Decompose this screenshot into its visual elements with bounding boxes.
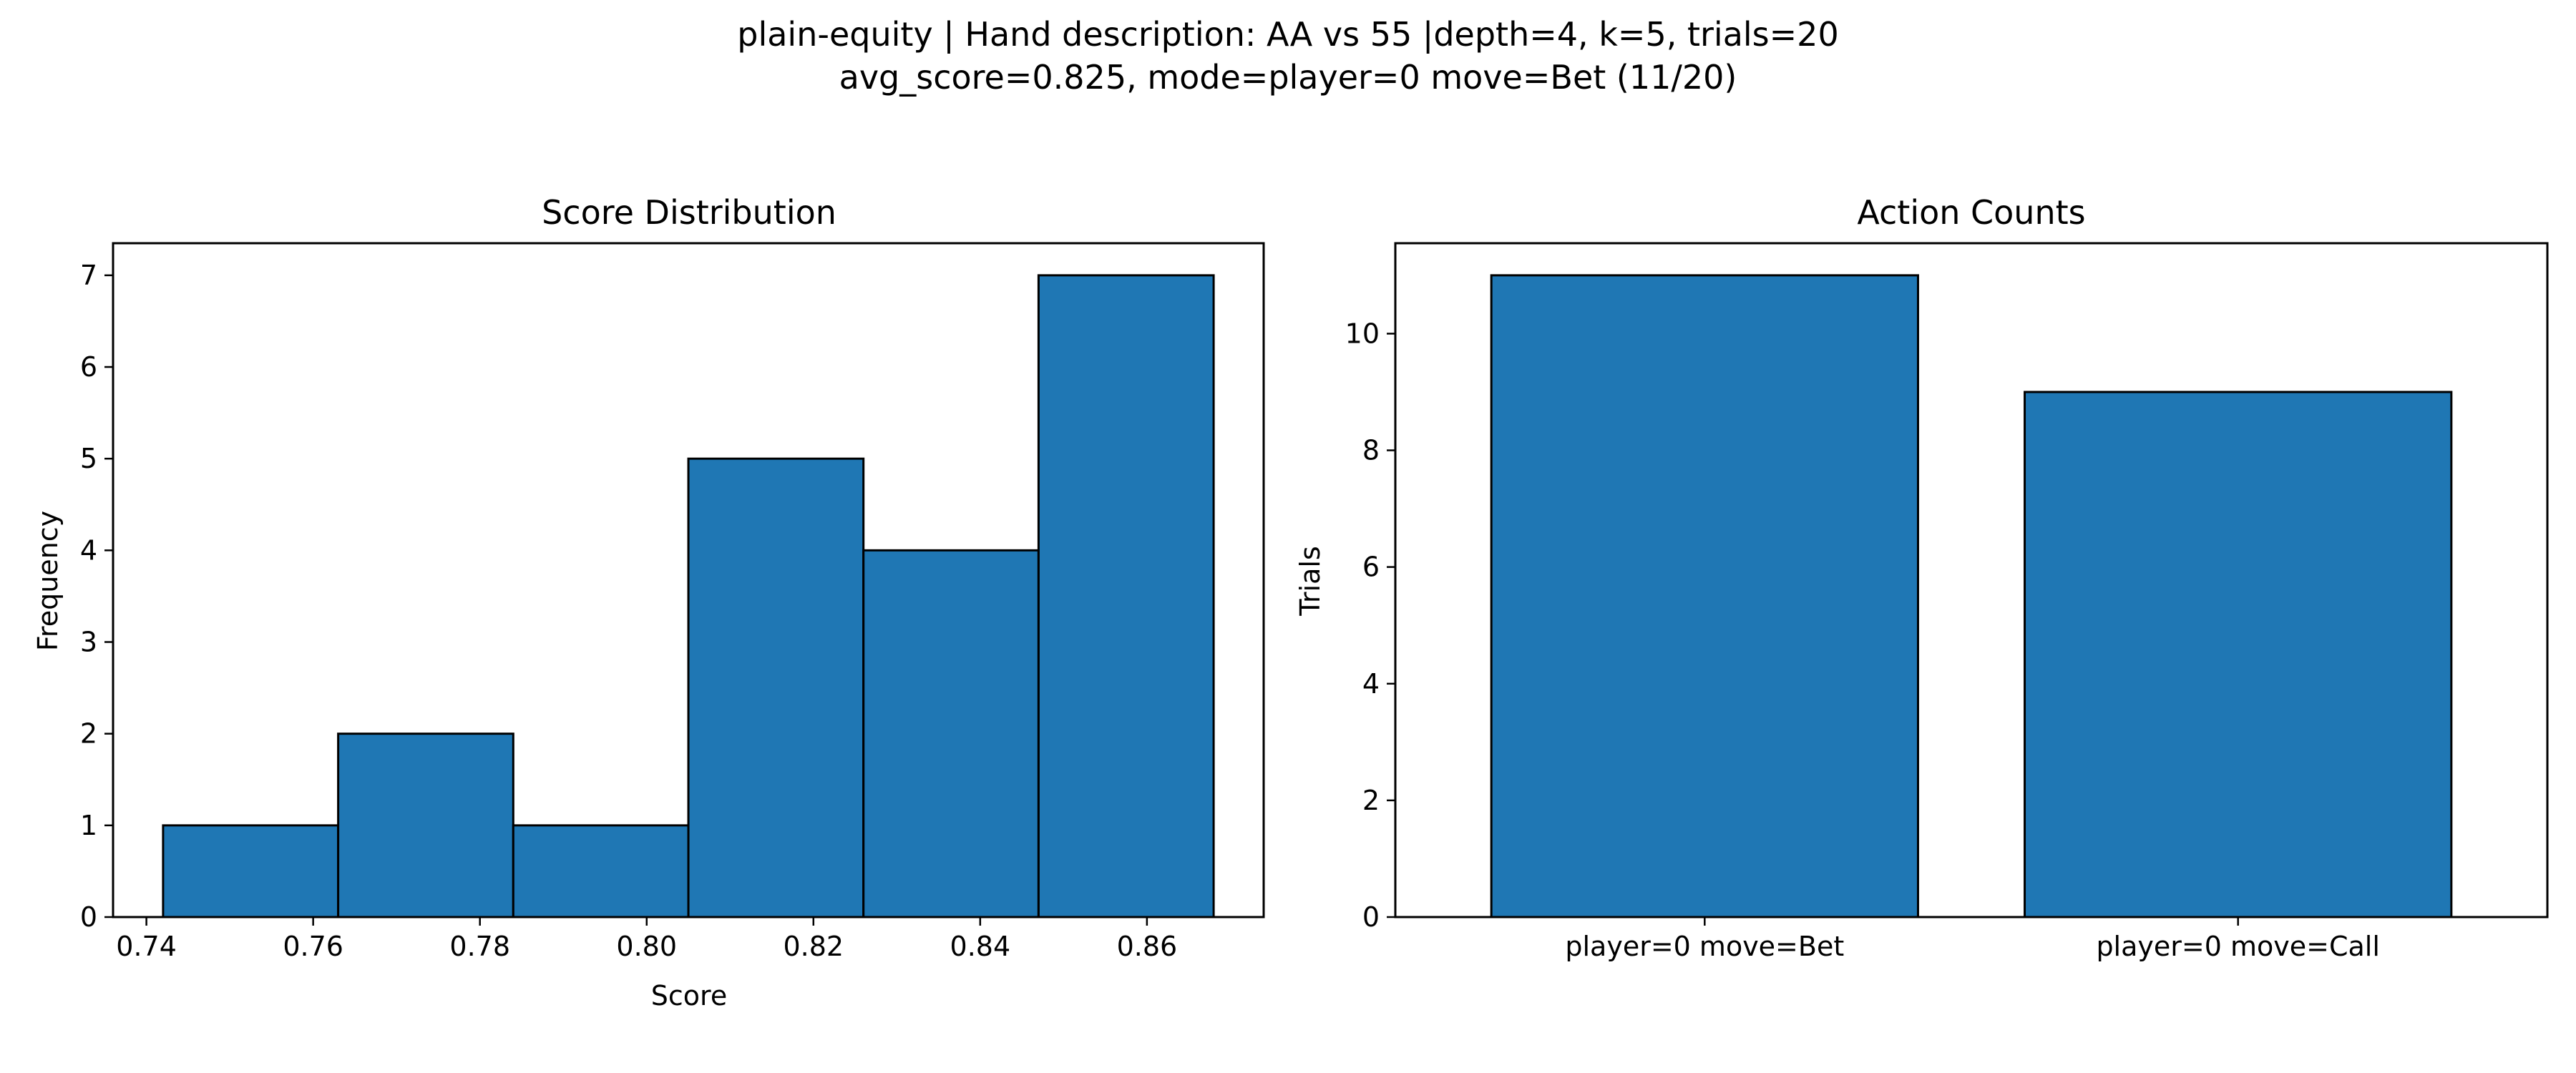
histogram-x-ticks: 0.74 0.76 0.78 0.80 0.82 0.84 0.86 bbox=[116, 917, 1177, 962]
histogram-bar bbox=[1037, 274, 1215, 918]
x-tick-label: 0.76 bbox=[283, 931, 343, 962]
action-bar bbox=[1490, 274, 1919, 918]
category-label: player=0 move=Bet bbox=[1565, 931, 1844, 962]
x-tick-label: 0.74 bbox=[116, 931, 177, 962]
histogram-y-ticks: 0 1 2 3 4 5 6 7 bbox=[80, 260, 113, 933]
y-tick-label: 2 bbox=[1362, 785, 1380, 816]
figure-title-line2: avg_score=0.825, mode=player=0 move=Bet … bbox=[839, 58, 1737, 97]
action-y-ticks: 0 2 4 6 8 10 bbox=[1345, 318, 1395, 933]
x-tick-label: 0.84 bbox=[950, 931, 1011, 962]
y-tick-label: 0 bbox=[80, 901, 97, 933]
category-label: player=0 move=Call bbox=[2096, 931, 2379, 962]
y-tick-label: 4 bbox=[1362, 668, 1380, 700]
y-tick-label: 4 bbox=[80, 534, 97, 566]
y-tick-label: 8 bbox=[1362, 435, 1380, 466]
y-tick-label: 5 bbox=[80, 443, 97, 474]
action-counts-chart: Action Counts Trials player=0 move=Bet pl… bbox=[1294, 193, 2549, 962]
y-tick-label: 3 bbox=[80, 627, 97, 658]
histogram-bar bbox=[337, 733, 514, 918]
y-tick-label: 2 bbox=[80, 718, 97, 750]
histogram-bars bbox=[162, 274, 1215, 918]
histogram-bar bbox=[162, 824, 340, 918]
y-tick-label: 6 bbox=[80, 351, 97, 383]
histogram-plot-frame bbox=[112, 242, 1265, 918]
action-plot-frame bbox=[1394, 242, 2549, 918]
score-axis-label: Score bbox=[651, 980, 727, 1011]
x-tick-label: 0.86 bbox=[1117, 931, 1178, 962]
x-tick-label: 0.80 bbox=[616, 931, 677, 962]
y-tick-label: 1 bbox=[80, 810, 97, 841]
action-bar bbox=[2024, 391, 2453, 918]
figure-title-line1: plain-equity | Hand description: AA vs 5… bbox=[737, 15, 1838, 54]
histogram-bar bbox=[512, 824, 690, 918]
score-distribution-title: Score Distribution bbox=[542, 193, 836, 232]
x-tick-label: 0.78 bbox=[449, 931, 510, 962]
y-tick-label: 6 bbox=[1362, 552, 1380, 583]
trials-axis-label: Trials bbox=[1294, 546, 1326, 616]
action-counts-title: Action Counts bbox=[1857, 193, 2085, 232]
histogram-bar bbox=[862, 549, 1040, 918]
x-tick-label: 0.82 bbox=[783, 931, 844, 962]
y-tick-label: 0 bbox=[1362, 901, 1380, 933]
y-tick-label: 7 bbox=[80, 260, 97, 291]
action-bars bbox=[1490, 274, 2453, 918]
action-x-ticks: player=0 move=Bet player=0 move=Call bbox=[1565, 917, 2380, 962]
frequency-axis-label: Frequency bbox=[32, 511, 64, 651]
score-distribution-chart: Score Distribution Score Frequency 0.74 0… bbox=[32, 193, 1265, 1011]
histogram-bar bbox=[687, 457, 865, 918]
y-tick-label: 10 bbox=[1345, 318, 1380, 349]
